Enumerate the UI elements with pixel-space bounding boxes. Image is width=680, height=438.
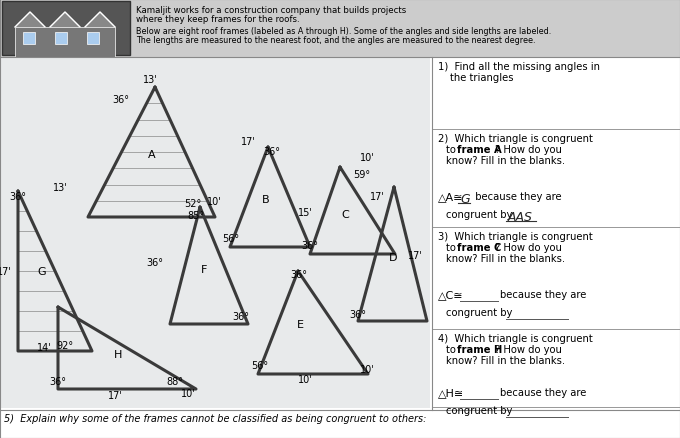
Text: 36°: 36° bbox=[263, 147, 280, 157]
Text: 59°: 59° bbox=[354, 170, 371, 180]
Text: 3)  Which triangle is congruent: 3) Which triangle is congruent bbox=[438, 231, 593, 241]
Text: The lengths are measured to the nearest foot, and the angles are measured to the: The lengths are measured to the nearest … bbox=[136, 36, 536, 45]
Text: 52°: 52° bbox=[184, 198, 202, 208]
Text: 36°: 36° bbox=[50, 376, 67, 386]
Text: 92°: 92° bbox=[56, 340, 73, 350]
Text: to: to bbox=[446, 344, 459, 354]
Bar bbox=[0, 0, 680, 58]
Text: 17': 17' bbox=[407, 251, 422, 261]
Text: 36°: 36° bbox=[301, 240, 318, 251]
Text: frame C: frame C bbox=[457, 243, 501, 252]
Text: 36°: 36° bbox=[10, 191, 27, 201]
Text: 10': 10' bbox=[207, 197, 222, 207]
Text: 36°: 36° bbox=[112, 95, 129, 105]
Text: 36°: 36° bbox=[146, 258, 163, 267]
Text: Kamaljit works for a construction company that builds projects: Kamaljit works for a construction compan… bbox=[136, 6, 406, 15]
Polygon shape bbox=[85, 13, 115, 28]
Text: 10': 10' bbox=[360, 364, 375, 374]
Text: frame H: frame H bbox=[457, 344, 503, 354]
Bar bbox=[55, 33, 67, 45]
Text: know? Fill in the blanks.: know? Fill in the blanks. bbox=[446, 254, 565, 263]
Text: 17': 17' bbox=[241, 137, 256, 147]
Text: frame A: frame A bbox=[457, 145, 502, 155]
Text: 10': 10' bbox=[181, 388, 195, 398]
Text: △C≅: △C≅ bbox=[438, 290, 464, 299]
Text: G: G bbox=[460, 193, 470, 205]
Text: 17': 17' bbox=[369, 191, 384, 201]
Text: 36°: 36° bbox=[350, 309, 367, 319]
Text: 10': 10' bbox=[360, 153, 375, 162]
Text: B: B bbox=[262, 194, 270, 205]
Text: where they keep frames for the roofs.: where they keep frames for the roofs. bbox=[136, 15, 300, 24]
Text: H: H bbox=[114, 349, 122, 359]
Text: 1)  Find all the missing angles in: 1) Find all the missing angles in bbox=[438, 62, 600, 72]
Text: AAS: AAS bbox=[508, 211, 533, 223]
Text: ? How do you: ? How do you bbox=[495, 145, 562, 155]
Text: △A≅: △A≅ bbox=[438, 191, 464, 201]
Text: 36°: 36° bbox=[233, 311, 250, 321]
Text: know? Fill in the blanks.: know? Fill in the blanks. bbox=[446, 155, 565, 166]
Text: 2)  Which triangle is congruent: 2) Which triangle is congruent bbox=[438, 134, 593, 144]
Text: because they are: because they are bbox=[469, 191, 562, 201]
Bar bbox=[0, 58, 430, 410]
Bar bbox=[87, 33, 99, 45]
Text: △H≅: △H≅ bbox=[438, 387, 464, 397]
Text: congruent by: congruent by bbox=[446, 405, 512, 415]
Bar bbox=[2, 2, 130, 56]
Text: congruent by: congruent by bbox=[446, 307, 512, 317]
Text: F: F bbox=[201, 265, 207, 274]
Polygon shape bbox=[50, 13, 80, 28]
Text: D: D bbox=[389, 252, 397, 262]
Text: 56°: 56° bbox=[222, 233, 239, 244]
Text: 4)  Which triangle is congruent: 4) Which triangle is congruent bbox=[438, 333, 593, 343]
Text: 56°: 56° bbox=[252, 360, 269, 370]
Text: congruent by: congruent by bbox=[446, 209, 515, 219]
Text: because they are: because they are bbox=[500, 290, 586, 299]
Text: A: A bbox=[148, 150, 156, 159]
Text: know? Fill in the blanks.: know? Fill in the blanks. bbox=[446, 355, 565, 365]
Text: ? How do you: ? How do you bbox=[495, 344, 562, 354]
Text: to: to bbox=[446, 243, 459, 252]
Bar bbox=[23, 33, 35, 45]
Text: 85°: 85° bbox=[188, 211, 205, 220]
Text: 13': 13' bbox=[143, 75, 157, 85]
Text: 10': 10' bbox=[298, 374, 312, 384]
Bar bbox=[432, 58, 680, 410]
Polygon shape bbox=[15, 13, 45, 28]
Text: 88°: 88° bbox=[167, 376, 184, 386]
Text: the triangles: the triangles bbox=[450, 73, 513, 83]
Bar bbox=[0, 408, 680, 438]
Text: ? How do you: ? How do you bbox=[495, 243, 562, 252]
Text: 5)  Explain why some of the frames cannot be classified as being congruent to ot: 5) Explain why some of the frames cannot… bbox=[4, 413, 426, 423]
Text: G: G bbox=[37, 266, 46, 276]
Text: 15': 15' bbox=[298, 208, 312, 218]
Text: 17': 17' bbox=[107, 390, 122, 400]
Text: 14': 14' bbox=[37, 342, 52, 352]
Text: Below are eight roof frames (labeled as A through H). Some of the angles and sid: Below are eight roof frames (labeled as … bbox=[136, 27, 551, 36]
Text: 36°: 36° bbox=[290, 269, 307, 279]
Text: E: E bbox=[296, 319, 303, 329]
Text: to: to bbox=[446, 145, 459, 155]
Text: C: C bbox=[341, 209, 349, 219]
Text: 17': 17' bbox=[0, 266, 12, 276]
Bar bbox=[15, 28, 115, 58]
Text: because they are: because they are bbox=[500, 387, 586, 397]
Text: 13': 13' bbox=[52, 183, 67, 193]
